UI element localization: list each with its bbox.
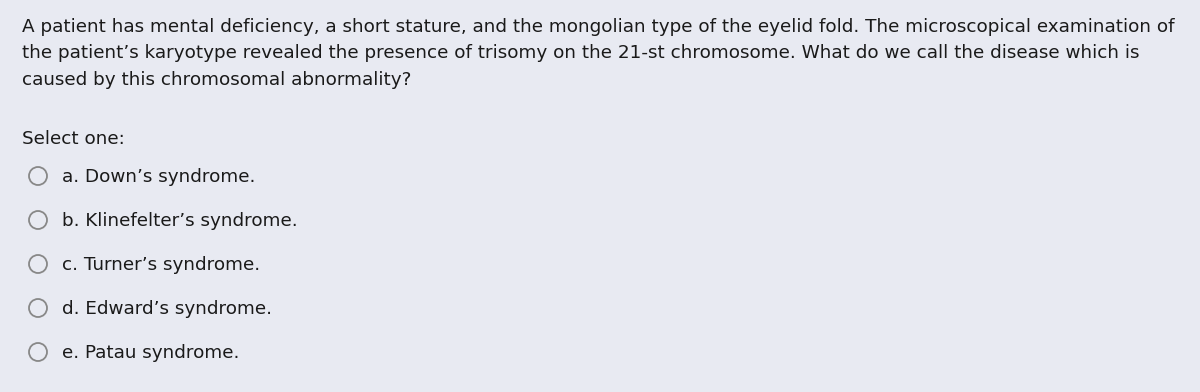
Text: d. Edward’s syndrome.: d. Edward’s syndrome. [62,300,272,318]
Text: e. Patau syndrome.: e. Patau syndrome. [62,344,239,362]
Text: Select one:: Select one: [22,130,125,148]
Text: A patient has mental deficiency, a short stature, and the mongolian type of the : A patient has mental deficiency, a short… [22,18,1175,89]
Text: c. Turner’s syndrome.: c. Turner’s syndrome. [62,256,260,274]
Text: b. Klinefelter’s syndrome.: b. Klinefelter’s syndrome. [62,212,298,230]
Text: a. Down’s syndrome.: a. Down’s syndrome. [62,168,256,186]
